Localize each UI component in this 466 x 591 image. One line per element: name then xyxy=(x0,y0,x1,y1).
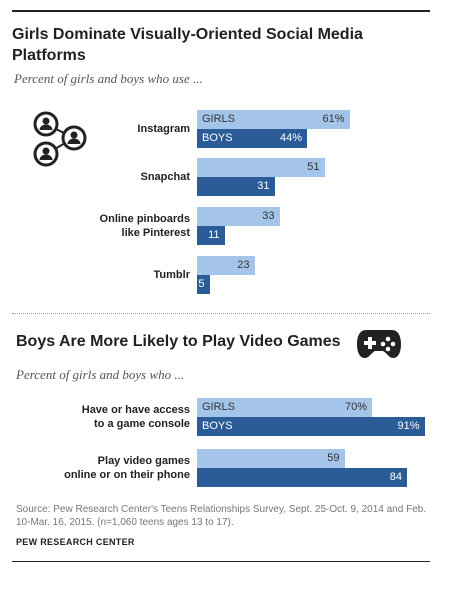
section-divider xyxy=(12,313,430,314)
data-label: 5 xyxy=(198,278,205,290)
girls-bar: 59 xyxy=(197,449,345,468)
legend-label: BOYS xyxy=(202,132,233,144)
data-label: 33 xyxy=(262,210,275,222)
data-label: 11 xyxy=(208,229,220,241)
category-label: Snapchat xyxy=(140,171,190,183)
girls-bar: 51 xyxy=(197,158,325,177)
category-label: Online pinboards like Pinterest xyxy=(99,213,190,239)
data-label: 61% xyxy=(322,113,345,125)
chart-1-title: Girls Dominate Visually-Oriented Social … xyxy=(12,26,363,64)
boys-bar: 84 xyxy=(197,468,407,487)
boys-bar: BOYS 44% xyxy=(197,129,307,148)
data-label: 84 xyxy=(389,471,402,483)
girls-bar: GIRLS 61% xyxy=(197,110,350,129)
boys-bar: BOYS 91% xyxy=(197,417,425,436)
game-controller-icon xyxy=(357,330,401,358)
source-note: Source: Pew Research Center's Teens Rela… xyxy=(16,504,427,528)
data-label: 31 xyxy=(257,180,270,192)
legend-label: BOYS xyxy=(202,420,233,432)
social-network-icon xyxy=(33,111,87,167)
bottom-rule xyxy=(12,561,430,562)
top-rule xyxy=(12,10,430,12)
chart-2-title: Boys Are More Likely to Play Video Games xyxy=(16,333,341,350)
legend-label: GIRLS xyxy=(202,401,236,413)
category-label: Instagram xyxy=(137,123,190,135)
girls-bar: GIRLS 70% xyxy=(197,398,372,417)
category-label: Have or have access to a game console xyxy=(81,404,190,430)
chart-2-subtitle: Percent of girls and boys who ... xyxy=(16,367,185,382)
data-label: 44% xyxy=(279,132,302,144)
category-label: Play video games online or on their phon… xyxy=(64,455,190,481)
boys-bar: 31 xyxy=(197,177,275,196)
data-label: 59 xyxy=(327,452,340,464)
brand-name: PEW RESEARCH CENTER xyxy=(16,537,135,547)
data-label: 70% xyxy=(344,401,367,413)
data-label: 91% xyxy=(397,420,420,432)
girls-bar: 23 xyxy=(197,256,255,275)
girls-bar: 33 xyxy=(197,207,280,226)
legend-label: GIRLS xyxy=(202,113,236,125)
boys-bar: 11 xyxy=(197,226,225,245)
boys-bar: 5 xyxy=(197,275,210,294)
category-label: Tumblr xyxy=(153,269,190,281)
data-label: 23 xyxy=(237,259,250,271)
chart-1-subtitle: Percent of girls and boys who use ... xyxy=(14,71,203,86)
data-label: 51 xyxy=(307,161,320,173)
